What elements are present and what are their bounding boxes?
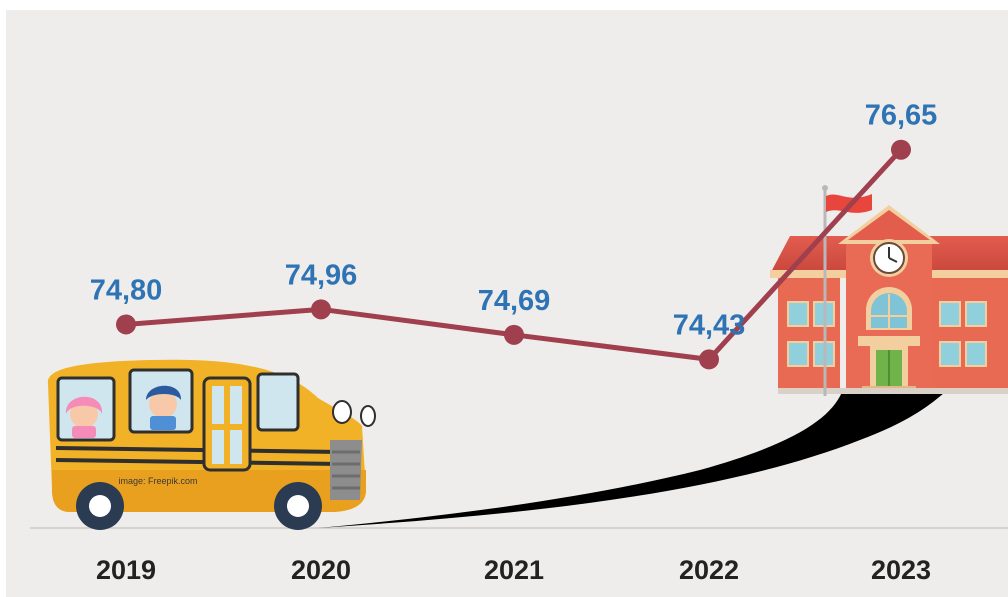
data-point <box>891 139 911 160</box>
data-label: 74,96 <box>285 259 358 291</box>
x-tick-label: 2020 <box>291 555 351 585</box>
bus-illustration <box>47 359 376 530</box>
school-illustration <box>770 185 1008 396</box>
data-label: 74,43 <box>673 309 746 341</box>
x-tick-label: 2022 <box>679 555 739 585</box>
value-labels: 74,80 74,96 74,69 74,43 76,65 <box>90 100 938 342</box>
data-point <box>699 349 719 370</box>
x-axis-labels: 2019 2020 2021 2022 2023 <box>96 555 931 585</box>
data-point <box>504 324 524 345</box>
data-label: 74,69 <box>478 285 551 317</box>
road <box>318 392 945 528</box>
x-tick-label: 2019 <box>96 555 156 585</box>
series-layer <box>116 139 911 370</box>
x-tick-label: 2023 <box>871 555 931 585</box>
data-label: 74,80 <box>90 274 163 306</box>
data-label: 76,65 <box>865 100 938 132</box>
x-tick-label: 2021 <box>484 555 544 585</box>
data-point <box>311 299 331 320</box>
data-point <box>116 314 136 335</box>
image-credit: image: Freepik.com <box>118 476 197 486</box>
